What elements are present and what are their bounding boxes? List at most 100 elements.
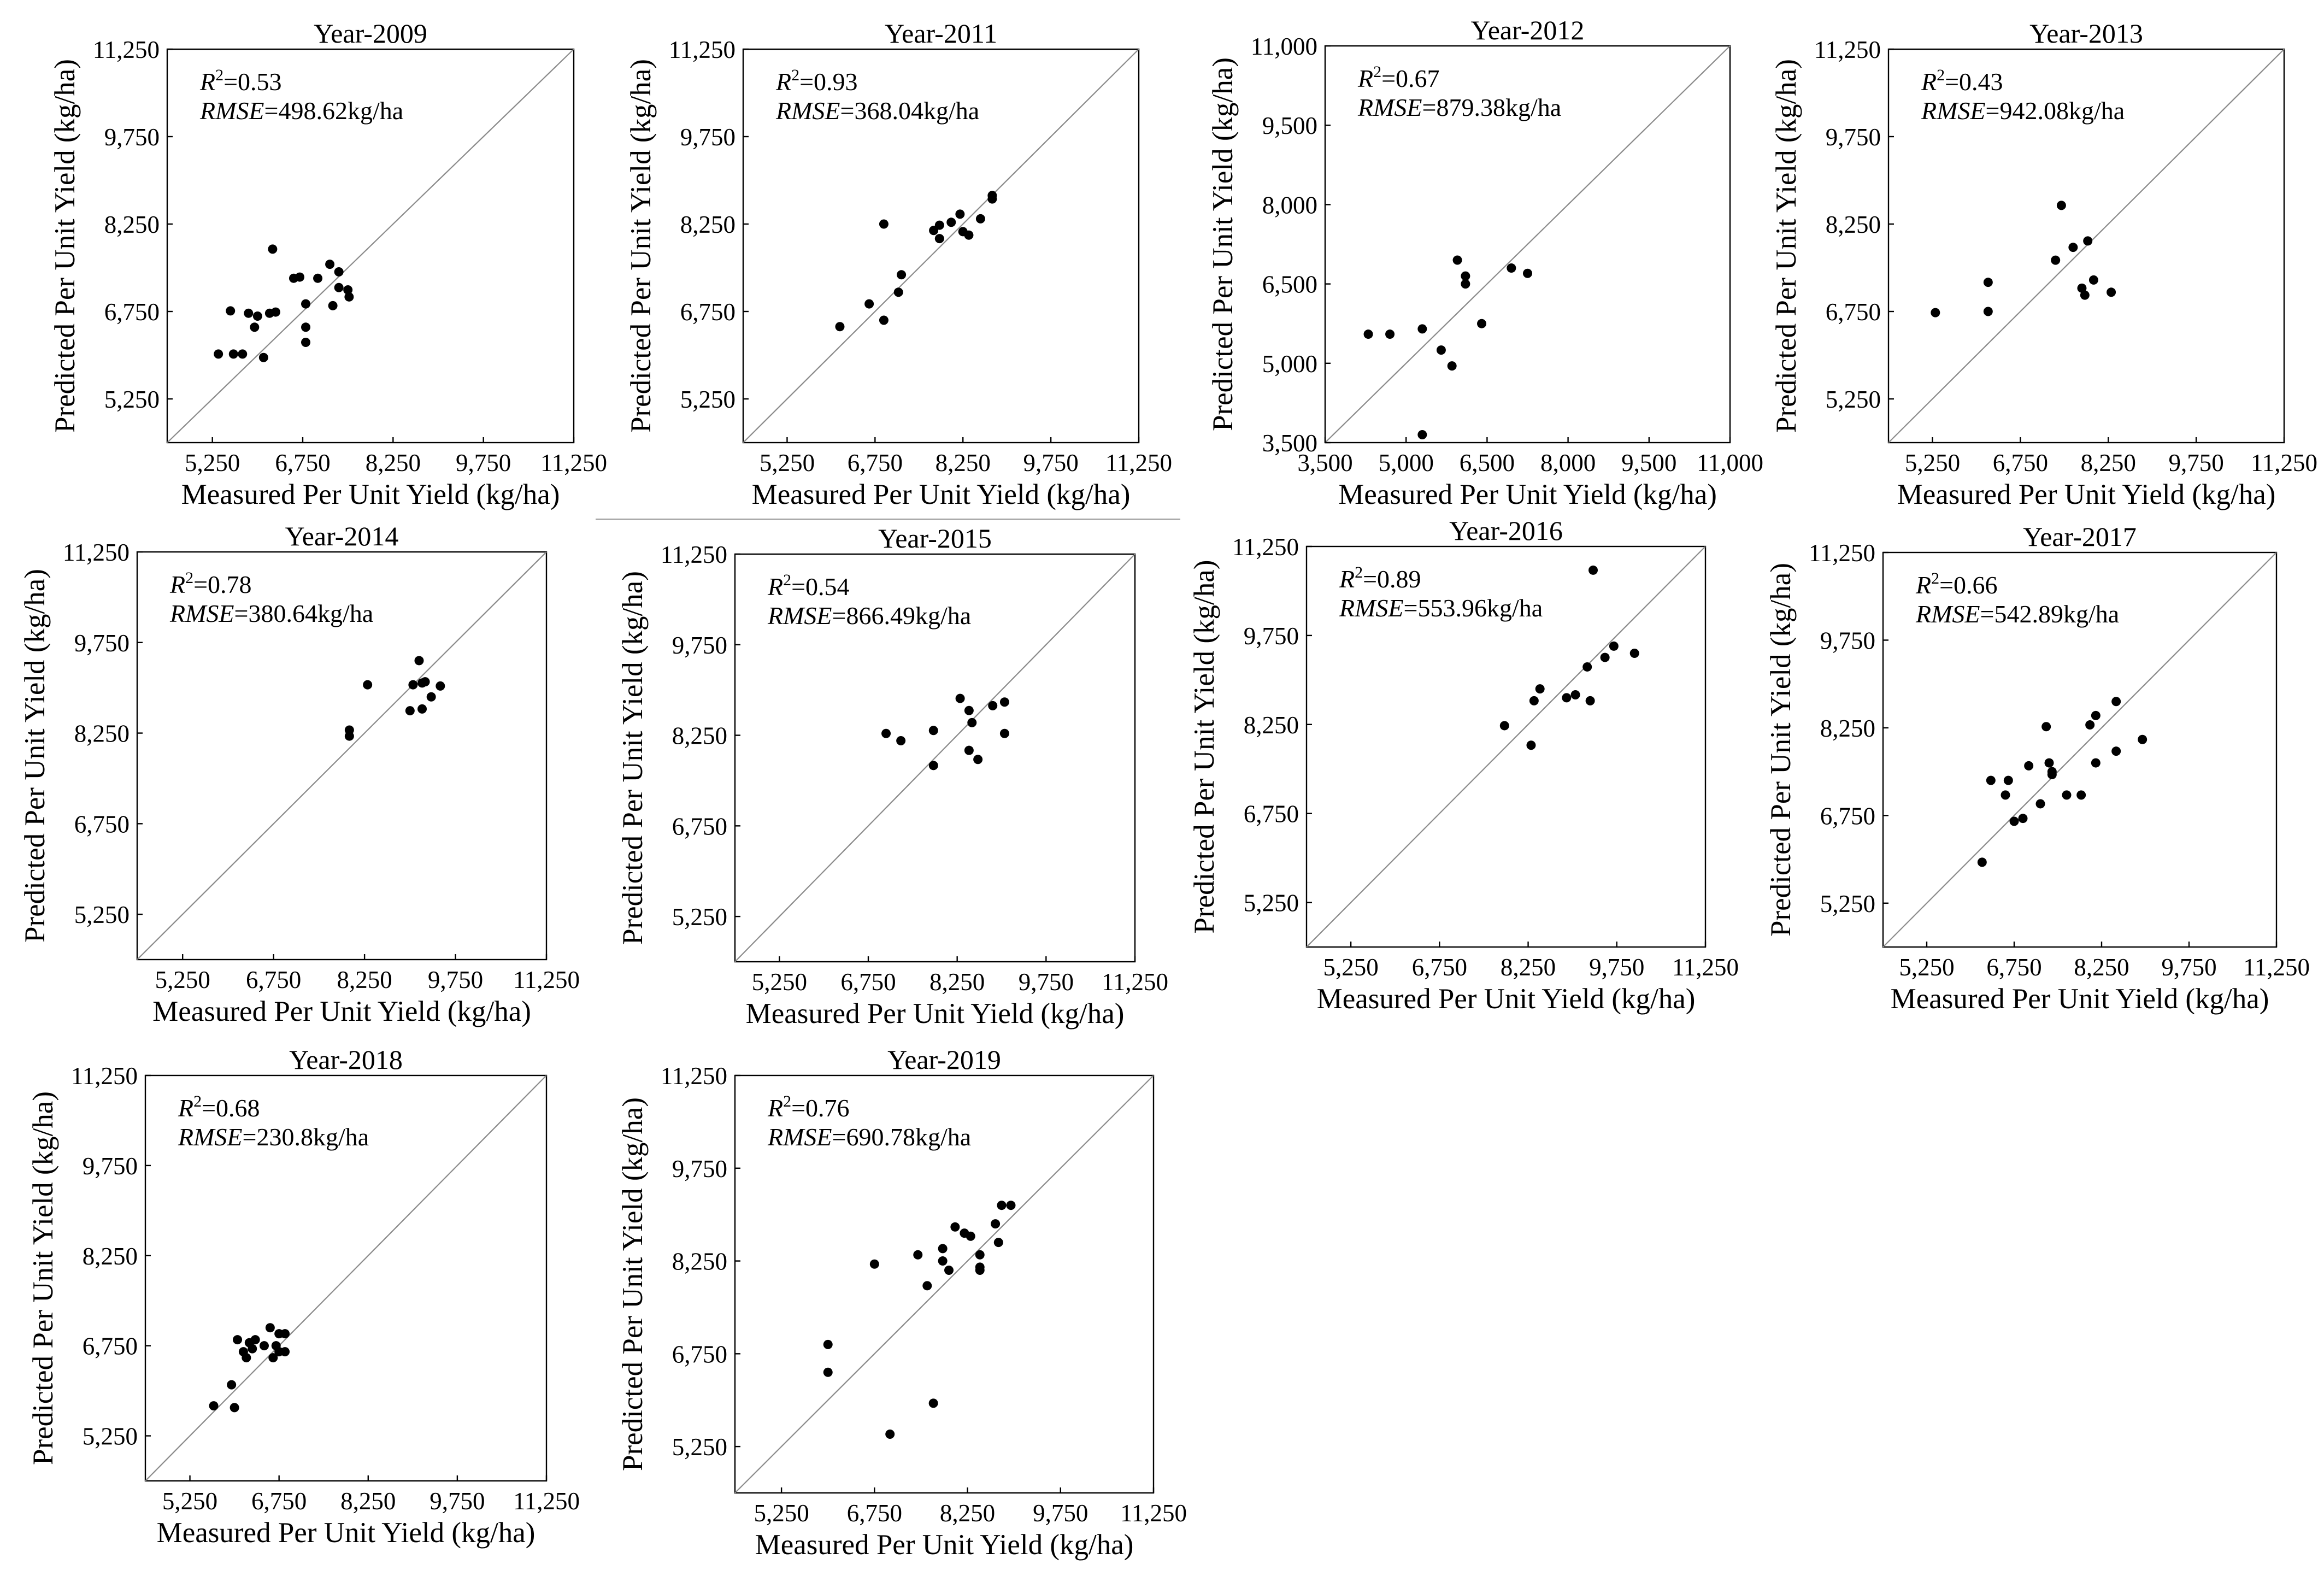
chart-3-y-tick-label: 11,000: [1251, 33, 1317, 60]
chart-10-data-point: [869, 1259, 879, 1269]
chart-8-rmse-annotation: RMSE=542.89kg/ha: [1915, 600, 2119, 628]
chart-3-data-point: [1477, 319, 1487, 328]
chart-7-data-point: [1562, 693, 1572, 703]
chart-10-y-tick-label: 6,750: [672, 1340, 727, 1368]
chart-10-r2-annotation: R2=0.76: [767, 1092, 850, 1122]
chart-5-y-tick-label: 8,250: [74, 720, 130, 748]
chart-1-data-point: [343, 285, 353, 295]
chart-6-data-point: [999, 728, 1009, 738]
chart-6-data-point: [999, 697, 1009, 707]
chart-5-data-point: [417, 704, 427, 714]
chart-8-data-point: [1977, 857, 1987, 867]
chart-3-x-axis-label: Measured Per Unit Yield (kg/ha): [1338, 479, 1717, 510]
chart-4-data-point: [2068, 243, 2078, 252]
chart-3-plot-frame: [1324, 45, 1731, 444]
chart-7-y-tick-label: 6,750: [1244, 801, 1299, 828]
chart-5-data-point: [344, 731, 354, 741]
chart-8-data-point: [2003, 775, 2013, 785]
chart-5-r2-annotation: R2=0.78: [169, 569, 252, 598]
chart-10-data-point: [991, 1219, 1001, 1229]
chart-2-data-point: [879, 315, 889, 325]
chart-8-x-tick-label: 6,750: [1986, 954, 2041, 981]
chart-1-rmse-annotation: RMSE=498.62kg/ha: [199, 97, 403, 125]
chart-2-r2-annotation: R2=0.93: [775, 66, 858, 96]
chart-2-data-point: [987, 191, 997, 201]
chart-2-title: Year-2011: [885, 18, 997, 49]
chart-1-data-point: [250, 322, 260, 332]
chart-8-data-point: [2047, 767, 2057, 777]
chart-4-data-point: [1983, 307, 1993, 316]
chart-7-x-tick-label: 8,250: [1501, 954, 1556, 981]
chart-9-data-point: [280, 1329, 290, 1339]
chart-1-data-point: [270, 307, 280, 317]
chart-5-y-tick-label: 9,750: [74, 630, 130, 657]
chart-8-data-point: [2018, 814, 2028, 824]
chart-3-x-tick-label: 8,000: [1540, 449, 1596, 477]
chart-8-data-point: [2111, 697, 2121, 707]
chart-3-data-point: [1447, 361, 1457, 371]
chart-4-x-tick-label: 9,750: [2168, 449, 2223, 477]
chart-1-y-axis-label: Predicted Per Unit Yield (kg/ha): [49, 59, 81, 433]
chart-10-y-tick-label: 8,250: [672, 1248, 727, 1275]
chart-10-data-point: [938, 1256, 948, 1266]
chart-4-y-tick-label: 5,250: [1826, 386, 1881, 413]
chart-8-data-point: [2076, 790, 2086, 800]
chart-2-one-to-one-line: [743, 49, 1139, 443]
chart-9-y-tick-label: 5,250: [83, 1423, 138, 1450]
chart-4-data-point: [2077, 283, 2087, 293]
chart-5-title: Year-2014: [285, 521, 399, 551]
chart-2-x-tick-label: 5,250: [760, 449, 815, 477]
chart-2-data-point: [934, 234, 944, 244]
chart-10-x-tick-label: 5,250: [754, 1499, 809, 1527]
chart-1-one-to-one-line: [167, 49, 574, 443]
chart-3-y-tick-label: 5,000: [1262, 350, 1317, 378]
chart-3-y-axis-label: Predicted Per Unit Yield (kg/ha): [1207, 57, 1239, 431]
chart-4-title: Year-2013: [2029, 18, 2143, 49]
chart-7-y-tick-label: 9,750: [1244, 622, 1299, 650]
chart-1-y-tick-label: 6,750: [104, 298, 160, 326]
chart-2-data-point: [946, 217, 956, 227]
chart-6-x-axis-label: Measured Per Unit Yield (kg/ha): [746, 998, 1125, 1030]
chart-1-data-point: [301, 299, 311, 309]
chart-5-y-tick-label: 5,250: [74, 901, 130, 928]
chart-4-r2-annotation: R2=0.43: [1921, 66, 2003, 96]
chart-4-x-tick-label: 11,250: [2251, 449, 2317, 477]
chart-3-rmse-annotation: RMSE=879.38kg/ha: [1357, 93, 1561, 121]
chart-4-data-point: [2088, 275, 2098, 285]
chart-5-one-to-one-line: [137, 551, 547, 960]
chart-8-data-point: [2111, 746, 2121, 756]
chart-10-data-point: [944, 1266, 954, 1275]
chart-1-data-point: [313, 273, 323, 283]
chart-1-data-point: [344, 292, 354, 302]
chart-1-y-tick-label: 11,250: [93, 36, 160, 63]
chart-3-one-to-one-line: [1325, 45, 1731, 443]
chart-5-rmse-annotation: RMSE=380.64kg/ha: [169, 599, 373, 627]
chart-2-x-axis-label: Measured Per Unit Yield (kg/ha): [752, 479, 1131, 510]
chart-10-y-tick-label: 9,750: [672, 1155, 727, 1183]
chart-4-data-point: [2080, 290, 2090, 300]
chart-10-data-point: [1006, 1201, 1016, 1210]
chart-6-plot-frame: [734, 553, 1136, 963]
chart-10-data-point: [950, 1222, 960, 1232]
chart-8-y-tick-label: 8,250: [1820, 715, 1875, 742]
chart-9-y-tick-label: 8,250: [83, 1243, 138, 1270]
chart-7-data-point: [1585, 696, 1595, 705]
chart-10-x-tick-label: 9,750: [1033, 1499, 1088, 1527]
chart-5-data-point: [405, 706, 415, 716]
chart-9-data-point: [242, 1353, 251, 1363]
chart-6-title: Year-2015: [878, 523, 992, 554]
chart-4-y-axis-label: Predicted Per Unit Yield (kg/ha): [1770, 59, 1802, 433]
chart-2-data-point: [964, 230, 974, 240]
chart-7-title: Year-2016: [1449, 515, 1563, 546]
chart-4-x-tick-label: 6,750: [1993, 449, 2048, 477]
chart-4-data-point: [1983, 278, 1993, 287]
chart-9-data-point: [209, 1401, 219, 1411]
chart-5-data-point: [436, 681, 445, 691]
chart-1-data-point: [252, 311, 262, 321]
chart-9-y-tick-label: 9,750: [83, 1152, 138, 1180]
chart-2-rmse-annotation: RMSE=368.04kg/ha: [775, 97, 979, 125]
chart-8-x-tick-label: 5,250: [1899, 954, 1954, 981]
chart-3-y-tick-label: 6,500: [1262, 271, 1317, 298]
chart-1-y-tick-label: 9,750: [104, 123, 160, 151]
chart-5-x-tick-label: 6,750: [246, 966, 301, 993]
